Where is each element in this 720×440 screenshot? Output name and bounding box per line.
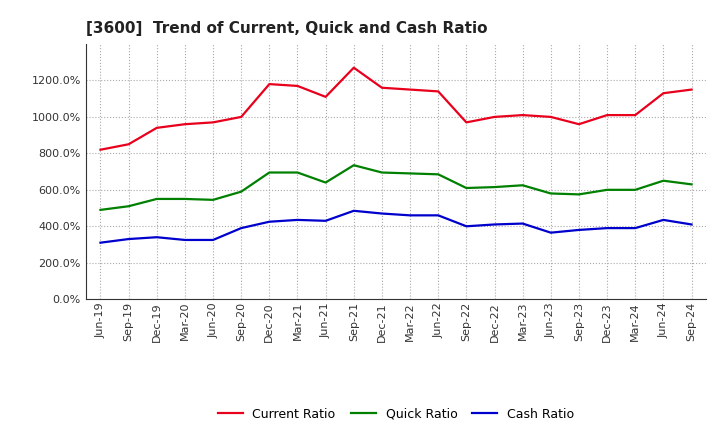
Current Ratio bbox=[462, 120, 471, 125]
Current Ratio bbox=[546, 114, 555, 120]
Current Ratio bbox=[518, 113, 527, 118]
Cash Ratio bbox=[518, 221, 527, 226]
Current Ratio bbox=[96, 147, 105, 152]
Cash Ratio bbox=[96, 240, 105, 246]
Quick Ratio bbox=[490, 184, 499, 190]
Cash Ratio bbox=[490, 222, 499, 227]
Quick Ratio bbox=[237, 189, 246, 194]
Quick Ratio bbox=[209, 197, 217, 202]
Current Ratio bbox=[153, 125, 161, 131]
Cash Ratio bbox=[209, 237, 217, 242]
Current Ratio bbox=[349, 65, 358, 70]
Cash Ratio bbox=[265, 219, 274, 224]
Cash Ratio bbox=[237, 225, 246, 231]
Cash Ratio bbox=[349, 208, 358, 213]
Quick Ratio bbox=[659, 178, 667, 183]
Cash Ratio bbox=[181, 237, 189, 242]
Quick Ratio bbox=[181, 196, 189, 202]
Cash Ratio bbox=[659, 217, 667, 223]
Quick Ratio bbox=[406, 171, 415, 176]
Quick Ratio bbox=[546, 191, 555, 196]
Current Ratio bbox=[603, 113, 611, 118]
Cash Ratio bbox=[321, 218, 330, 224]
Cash Ratio bbox=[603, 225, 611, 231]
Current Ratio bbox=[125, 142, 133, 147]
Current Ratio bbox=[575, 121, 583, 127]
Cash Ratio bbox=[153, 235, 161, 240]
Quick Ratio bbox=[434, 172, 443, 177]
Cash Ratio bbox=[434, 213, 443, 218]
Quick Ratio bbox=[462, 185, 471, 191]
Current Ratio bbox=[293, 83, 302, 88]
Cash Ratio bbox=[462, 224, 471, 229]
Current Ratio bbox=[377, 85, 386, 90]
Current Ratio bbox=[265, 81, 274, 87]
Cash Ratio bbox=[631, 225, 639, 231]
Quick Ratio bbox=[349, 163, 358, 168]
Quick Ratio bbox=[518, 183, 527, 188]
Line: Current Ratio: Current Ratio bbox=[101, 68, 691, 150]
Cash Ratio bbox=[293, 217, 302, 223]
Current Ratio bbox=[406, 87, 415, 92]
Cash Ratio bbox=[546, 230, 555, 235]
Quick Ratio bbox=[153, 196, 161, 202]
Quick Ratio bbox=[631, 187, 639, 192]
Cash Ratio bbox=[406, 213, 415, 218]
Quick Ratio bbox=[321, 180, 330, 185]
Quick Ratio bbox=[293, 170, 302, 175]
Cash Ratio bbox=[377, 211, 386, 216]
Current Ratio bbox=[321, 94, 330, 99]
Current Ratio bbox=[490, 114, 499, 120]
Current Ratio bbox=[209, 120, 217, 125]
Current Ratio bbox=[237, 114, 246, 120]
Current Ratio bbox=[659, 91, 667, 96]
Current Ratio bbox=[631, 113, 639, 118]
Quick Ratio bbox=[96, 207, 105, 213]
Current Ratio bbox=[434, 89, 443, 94]
Current Ratio bbox=[181, 121, 189, 127]
Text: [3600]  Trend of Current, Quick and Cash Ratio: [3600] Trend of Current, Quick and Cash … bbox=[86, 21, 488, 36]
Cash Ratio bbox=[125, 236, 133, 242]
Quick Ratio bbox=[687, 182, 696, 187]
Line: Cash Ratio: Cash Ratio bbox=[101, 211, 691, 243]
Legend: Current Ratio, Quick Ratio, Cash Ratio: Current Ratio, Quick Ratio, Cash Ratio bbox=[212, 403, 580, 425]
Quick Ratio bbox=[575, 192, 583, 197]
Quick Ratio bbox=[125, 204, 133, 209]
Line: Quick Ratio: Quick Ratio bbox=[101, 165, 691, 210]
Quick Ratio bbox=[603, 187, 611, 192]
Current Ratio bbox=[687, 87, 696, 92]
Quick Ratio bbox=[377, 170, 386, 175]
Cash Ratio bbox=[575, 227, 583, 233]
Cash Ratio bbox=[687, 222, 696, 227]
Quick Ratio bbox=[265, 170, 274, 175]
